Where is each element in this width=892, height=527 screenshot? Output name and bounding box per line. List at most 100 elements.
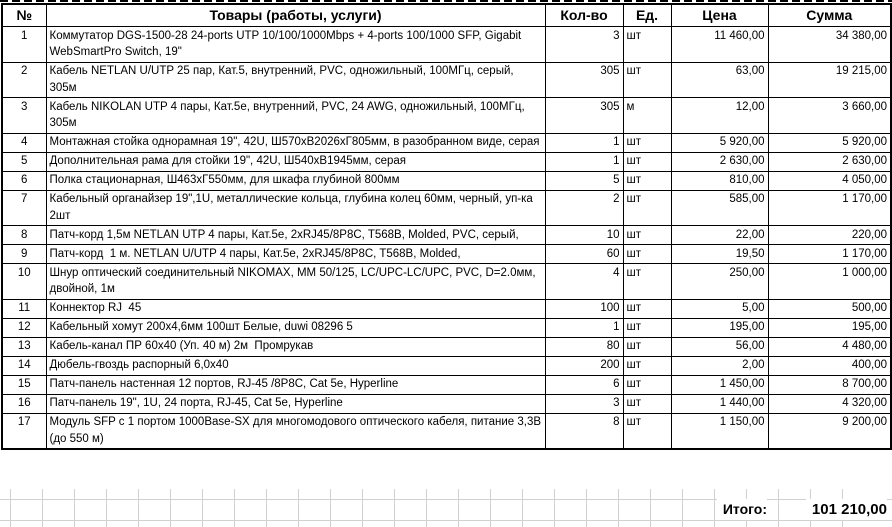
cell-line-total[interactable]: 400,00 [767,355,892,376]
cell-unit[interactable]: шт [622,170,672,191]
cell-line-total[interactable]: 4 050,00 [767,170,892,191]
cell-quantity[interactable]: 6 [544,374,624,395]
cell-quantity[interactable]: 305 [544,61,624,98]
cell-price[interactable]: 56,00 [670,336,769,357]
cell-price[interactable]: 2 630,00 [670,151,769,172]
cell-quantity[interactable]: 2 [544,189,624,226]
cell-item-name[interactable]: Коммутатор DGS-1500-28 24-ports UTP 10/1… [45,26,546,63]
cell-quantity[interactable]: 8 [544,412,624,450]
cell-row-number[interactable]: 5 [1,151,47,172]
cell-quantity[interactable]: 1 [544,317,624,338]
cell-unit[interactable]: шт [622,298,672,319]
cell-quantity[interactable]: 5 [544,170,624,191]
cell-row-number[interactable]: 15 [1,374,47,395]
column-header-num[interactable]: № [1,3,47,27]
cell-quantity[interactable]: 200 [544,355,624,376]
cell-item-name[interactable]: Патч-панель 19", 1U, 24 порта, RJ-45, Ca… [45,393,546,414]
cell-row-number[interactable]: 8 [1,225,47,245]
cell-item-name[interactable]: Кабель-канал ПР 60х40 (Уп. 40 м) 2м Пром… [45,336,546,357]
cell-price[interactable]: 810,00 [670,170,769,191]
cell-price[interactable]: 1 440,00 [670,393,769,414]
cell-quantity[interactable]: 80 [544,336,624,357]
column-header-total[interactable]: Сумма [767,3,892,27]
cell-line-total[interactable]: 1 000,00 [767,263,892,300]
cell-row-number[interactable]: 16 [1,393,47,414]
cell-price[interactable]: 250,00 [670,263,769,300]
cell-line-total[interactable]: 4 480,00 [767,336,892,357]
cell-quantity[interactable]: 3 [544,26,624,63]
column-header-qty[interactable]: Кол-во [544,3,624,27]
cell-price[interactable]: 19,50 [670,244,769,264]
cell-price[interactable]: 2,00 [670,355,769,376]
cell-unit[interactable]: шт [622,26,672,63]
cell-item-name[interactable]: Патч-корд 1,5м NETLAN UTP 4 пары, Кат.5е… [45,225,546,245]
cell-row-number[interactable]: 12 [1,317,47,338]
cell-quantity[interactable]: 10 [544,225,624,245]
cell-price[interactable]: 63,00 [670,61,769,98]
cell-quantity[interactable]: 1 [544,132,624,153]
cell-unit[interactable]: шт [622,132,672,153]
cell-unit[interactable]: шт [622,263,672,300]
cell-row-number[interactable]: 3 [1,97,47,134]
cell-unit[interactable]: шт [622,225,672,245]
cell-row-number[interactable]: 6 [1,170,47,191]
cell-row-number[interactable]: 7 [1,189,47,226]
cell-price[interactable]: 5 920,00 [670,132,769,153]
cell-row-number[interactable]: 4 [1,132,47,153]
cell-unit[interactable]: шт [622,355,672,376]
cell-line-total[interactable]: 9 200,00 [767,412,892,450]
cell-line-total[interactable]: 3 660,00 [767,97,892,134]
cell-line-total[interactable]: 2 630,00 [767,151,892,172]
cell-row-number[interactable]: 17 [1,412,47,450]
cell-unit[interactable]: м [622,97,672,134]
cell-unit[interactable]: шт [622,336,672,357]
cell-price[interactable]: 585,00 [670,189,769,226]
cell-line-total[interactable]: 5 920,00 [767,132,892,153]
cell-item-name[interactable]: Дополнительная рама для стойки 19", 42U,… [45,151,546,172]
cell-unit[interactable]: шт [622,151,672,172]
cell-item-name[interactable]: Шнур оптический соединительный NIKOMAX, … [45,263,546,300]
cell-price[interactable]: 22,00 [670,225,769,245]
cell-line-total[interactable]: 34 380,00 [767,26,892,63]
cell-line-total[interactable]: 195,00 [767,317,892,338]
cell-item-name[interactable]: Кабель NETLAN U/UTP 25 пар, Кат.5, внутр… [45,61,546,98]
cell-unit[interactable]: шт [622,374,672,395]
cell-quantity[interactable]: 1 [544,151,624,172]
cell-unit[interactable]: шт [622,412,672,450]
cell-item-name[interactable]: Модуль SFP с 1 портом 1000Base-SX для мн… [45,412,546,450]
cell-price[interactable]: 5,00 [670,298,769,319]
cell-row-number[interactable]: 14 [1,355,47,376]
cell-price[interactable]: 195,00 [670,317,769,338]
column-header-item[interactable]: Товары (работы, услуги) [45,3,546,27]
cell-line-total[interactable]: 500,00 [767,298,892,319]
cell-item-name[interactable]: Монтажная стойка однорамная 19", 42U, Ш5… [45,132,546,153]
cell-unit[interactable]: шт [622,189,672,226]
cell-item-name[interactable]: Патч-панель настенная 12 портов, RJ-45 /… [45,374,546,395]
cell-unit[interactable]: шт [622,244,672,264]
cell-line-total[interactable]: 220,00 [767,225,892,245]
cell-unit[interactable]: шт [622,317,672,338]
cell-line-total[interactable]: 1 170,00 [767,244,892,264]
cell-line-total[interactable]: 1 170,00 [767,189,892,226]
cell-row-number[interactable]: 9 [1,244,47,264]
cell-item-name[interactable]: Коннектор RJ 45 [45,298,546,319]
cell-price[interactable]: 12,00 [670,97,769,134]
cell-quantity[interactable]: 305 [544,97,624,134]
cell-item-name[interactable]: Патч-корд 1 м. NETLAN U/UTP 4 пары, Кат.… [45,244,546,264]
cell-item-name[interactable]: Кабель NIKOLAN UTP 4 пары, Кат.5е, внутр… [45,97,546,134]
column-header-unit[interactable]: Ед. [622,3,672,27]
cell-quantity[interactable]: 4 [544,263,624,300]
cell-row-number[interactable]: 1 [1,26,47,63]
cell-row-number[interactable]: 11 [1,298,47,319]
cell-item-name[interactable]: Полка стационарная, Ш463хГ550мм, для шка… [45,170,546,191]
cell-line-total[interactable]: 8 700,00 [767,374,892,395]
cell-row-number[interactable]: 2 [1,61,47,98]
cell-line-total[interactable]: 4 320,00 [767,393,892,414]
cell-unit[interactable]: шт [622,393,672,414]
cell-quantity[interactable]: 100 [544,298,624,319]
column-header-price[interactable]: Цена [670,3,769,27]
cell-item-name[interactable]: Дюбель-гвоздь распорный 6,0х40 [45,355,546,376]
cell-quantity[interactable]: 60 [544,244,624,264]
cell-price[interactable]: 11 460,00 [670,26,769,63]
cell-item-name[interactable]: Кабельный органайзер 19",1U, металлическ… [45,189,546,226]
